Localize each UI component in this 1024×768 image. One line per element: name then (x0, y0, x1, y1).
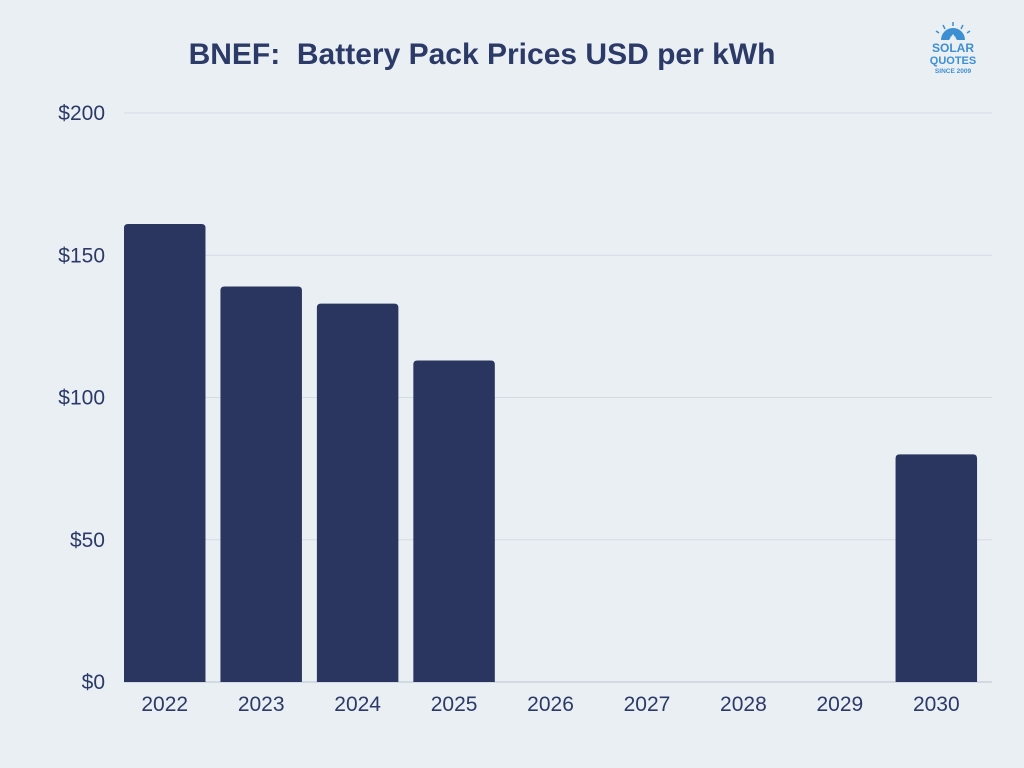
bar-2030 (895, 454, 978, 682)
x-tick-label: 2025 (431, 693, 478, 716)
x-tick-label: 2023 (238, 693, 285, 716)
chart-title: BNEF: Battery Pack Prices USD per kWh (188, 38, 776, 71)
logo-line2: QUOTES (930, 55, 976, 67)
x-tick-label: 2022 (141, 693, 188, 716)
x-tick-label: 2024 (334, 693, 381, 716)
x-tick-label: 2030 (913, 693, 960, 716)
x-tick-label: 2028 (720, 693, 767, 716)
logo-line1: SOLAR (932, 41, 974, 55)
x-tick-label: 2027 (624, 693, 671, 716)
bar-2025 (413, 360, 495, 682)
bar-2024 (316, 303, 399, 682)
y-tick-label: $0 (82, 671, 105, 694)
y-tick-label: $150 (58, 244, 105, 267)
y-tick-label: $50 (70, 529, 105, 552)
bar-2022 (124, 223, 206, 682)
y-tick-label: $100 (58, 387, 105, 410)
sun-house-icon: SOLAR QUOTES SINCE 2009 (930, 22, 976, 75)
solarquotes-logo: SOLAR QUOTES SINCE 2009 (925, 20, 981, 78)
x-tick-label: 2029 (816, 693, 863, 716)
bar-2023 (220, 286, 302, 682)
x-tick-label: 2026 (527, 693, 574, 716)
logo-line3: SINCE 2009 (935, 68, 972, 75)
y-tick-label: $200 (58, 102, 105, 125)
